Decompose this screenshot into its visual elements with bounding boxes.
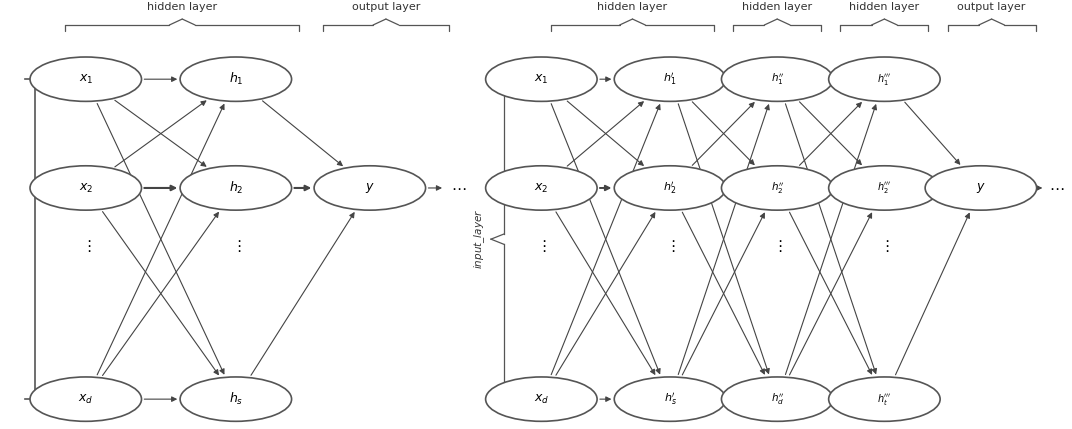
Text: $\cdots$: $\cdots$ [451, 181, 466, 196]
Circle shape [30, 57, 142, 101]
Circle shape [829, 57, 940, 101]
Text: $x_1$: $x_1$ [78, 73, 93, 86]
Text: $h_2^{\prime}$: $h_2^{\prime}$ [664, 180, 676, 196]
Circle shape [486, 166, 597, 210]
Text: $\vdots$: $\vdots$ [772, 238, 783, 254]
Text: $h_1$: $h_1$ [228, 71, 243, 87]
Circle shape [180, 166, 292, 210]
Circle shape [829, 377, 940, 421]
Circle shape [180, 377, 292, 421]
Text: $h_t^{\prime\prime\prime}$: $h_t^{\prime\prime\prime}$ [877, 392, 892, 407]
Text: hidden layer: hidden layer [597, 2, 668, 12]
Text: $h_s$: $h_s$ [228, 391, 243, 407]
Circle shape [486, 57, 597, 101]
Circle shape [30, 377, 142, 421]
Text: output layer: output layer [352, 2, 420, 12]
Text: $\vdots$: $\vdots$ [879, 238, 890, 254]
Text: $input\_layer$: $input\_layer$ [472, 209, 487, 269]
Circle shape [721, 166, 833, 210]
Text: $y$: $y$ [364, 181, 375, 195]
Text: $h_s^{\prime}$: $h_s^{\prime}$ [664, 391, 676, 407]
Text: $y$: $y$ [976, 181, 986, 195]
Text: $h_2^{\prime\prime\prime}$: $h_2^{\prime\prime\prime}$ [877, 181, 892, 196]
Text: $\vdots$: $\vdots$ [80, 238, 91, 254]
Text: $h_2$: $h_2$ [228, 180, 243, 196]
Text: $h_2^{\prime\prime}$: $h_2^{\prime\prime}$ [771, 180, 784, 196]
Circle shape [486, 377, 597, 421]
Circle shape [614, 377, 726, 421]
Circle shape [614, 166, 726, 210]
Circle shape [721, 377, 833, 421]
Circle shape [925, 166, 1037, 210]
Circle shape [314, 166, 426, 210]
Text: $x_1$: $x_1$ [534, 73, 549, 86]
Text: $\vdots$: $\vdots$ [665, 238, 675, 254]
Text: $\vdots$: $\vdots$ [536, 238, 547, 254]
Text: $x_d$: $x_d$ [534, 393, 549, 406]
Text: $h_1^{\prime\prime\prime}$: $h_1^{\prime\prime\prime}$ [877, 72, 892, 87]
Text: $x_2$: $x_2$ [78, 181, 93, 194]
Text: $h_d^{\prime\prime}$: $h_d^{\prime\prime}$ [771, 391, 784, 407]
Text: $x_2$: $x_2$ [534, 181, 549, 194]
Circle shape [614, 57, 726, 101]
Text: hidden layer: hidden layer [147, 2, 218, 12]
Circle shape [721, 57, 833, 101]
Text: $\vdots$: $\vdots$ [230, 238, 241, 254]
Circle shape [829, 166, 940, 210]
Text: output layer: output layer [957, 2, 1026, 12]
Text: $x_d$: $x_d$ [78, 393, 93, 406]
Text: $h_1^{\prime\prime}$: $h_1^{\prime\prime}$ [771, 72, 784, 87]
Text: hidden layer: hidden layer [742, 2, 813, 12]
Circle shape [180, 57, 292, 101]
Text: $\cdots$: $\cdots$ [1049, 181, 1064, 196]
Circle shape [30, 166, 142, 210]
Text: $h_1^{\prime}$: $h_1^{\prime}$ [664, 71, 676, 87]
Text: hidden layer: hidden layer [849, 2, 920, 12]
